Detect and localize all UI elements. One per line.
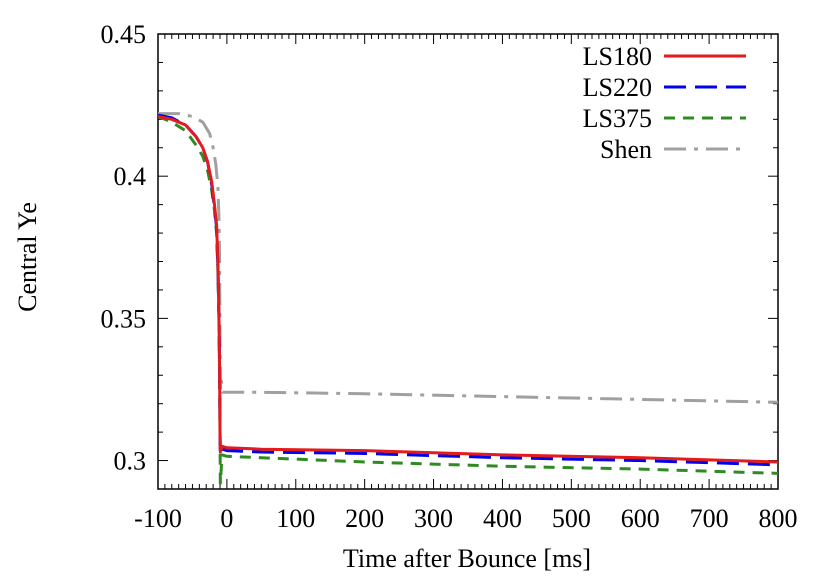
- x-tick-label: 200: [345, 504, 384, 533]
- y-tick-label: 0.3: [114, 447, 147, 476]
- legend-label-ls220: LS220: [583, 73, 652, 102]
- tick-labels: -100 0 100 200 300 400 500 600 700 800 0.3 0.35 0.4 0…: [101, 20, 798, 533]
- x-tick-label: 100: [276, 504, 315, 533]
- x-axis-label: Time after Bounce [ms]: [343, 544, 591, 573]
- series-group: [158, 112, 778, 485]
- x-tick-label: 300: [414, 504, 453, 533]
- series-line-ls180: [158, 115, 778, 464]
- legend-label-shen: Shen: [600, 135, 652, 164]
- x-tick-label: 0: [220, 504, 233, 533]
- x-tick-label: 600: [621, 504, 660, 533]
- y-tick-label: 0.35: [101, 304, 147, 333]
- x-tick-label: -100: [134, 504, 182, 533]
- y-axis-label: Central Ye: [13, 202, 42, 312]
- x-tick-label: 700: [690, 504, 729, 533]
- series-line-ls375: [158, 115, 778, 485]
- x-tick-label: 400: [483, 504, 522, 533]
- legend-label-ls375: LS375: [583, 104, 652, 133]
- x-tick-label: 500: [552, 504, 591, 533]
- x-tick-label: 800: [759, 504, 798, 533]
- axis-ticks: [157, 33, 779, 490]
- legend-label-ls180: LS180: [583, 42, 652, 71]
- series-line-shen: [158, 112, 778, 404]
- y-tick-label: 0.45: [101, 20, 147, 49]
- plot-frame: [157, 33, 779, 490]
- series-line-ls220: [158, 113, 778, 467]
- y-tick-label: 0.4: [114, 162, 147, 191]
